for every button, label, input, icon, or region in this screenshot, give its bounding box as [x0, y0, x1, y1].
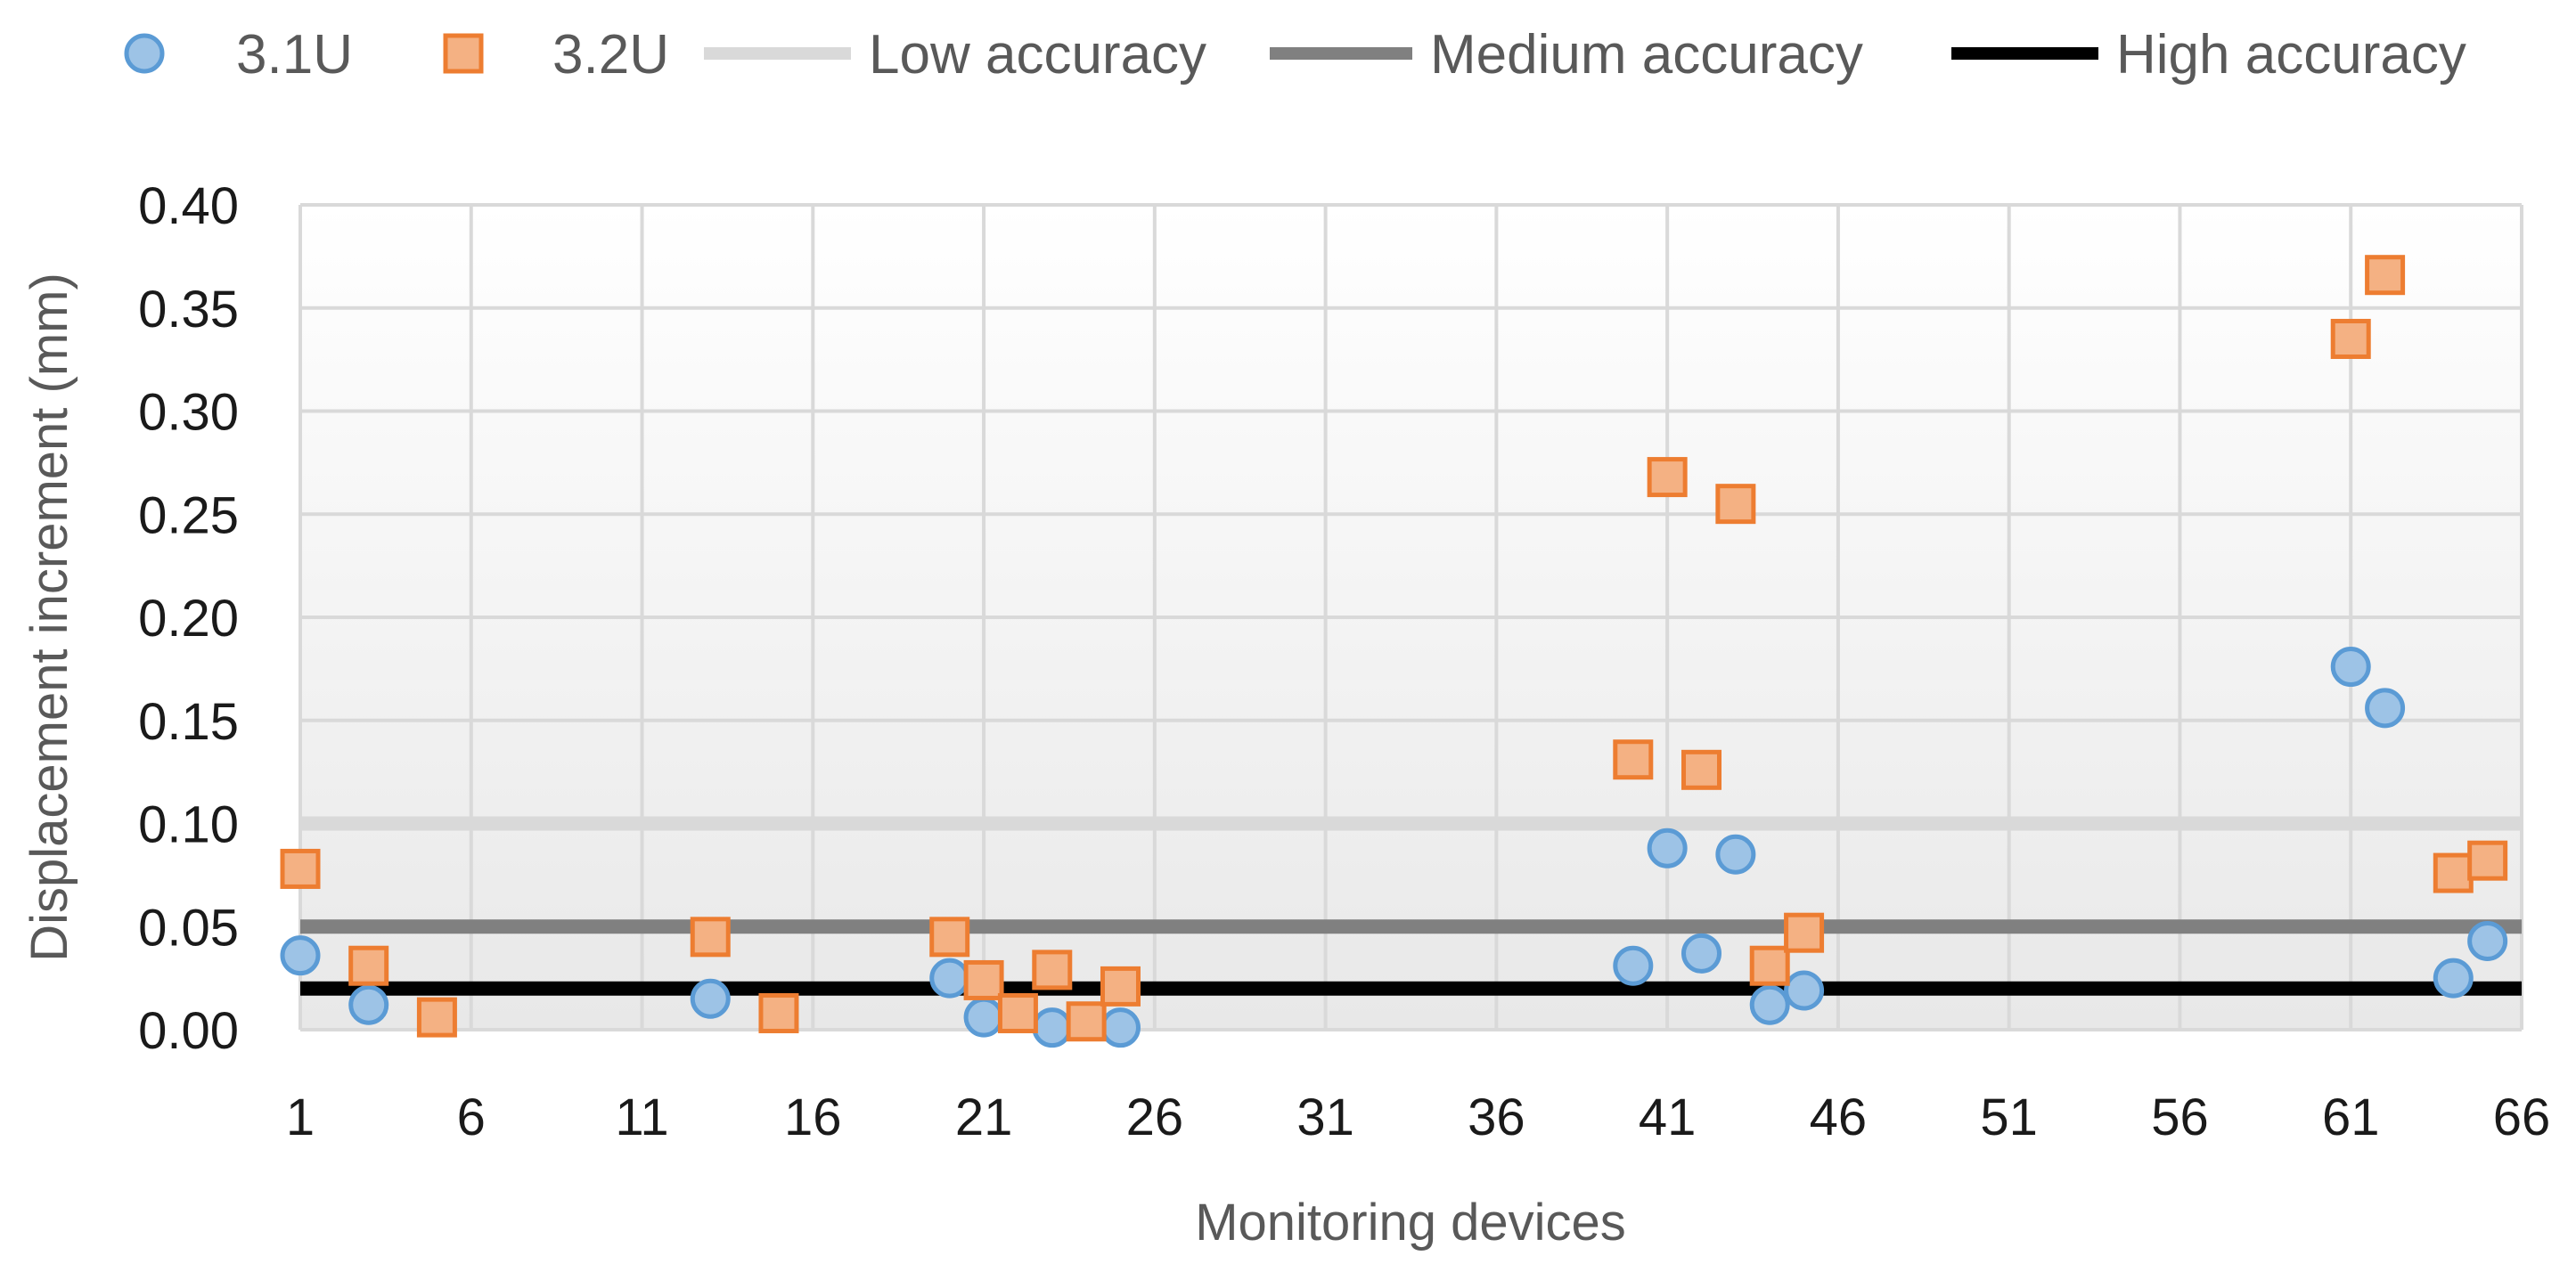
series-3-1u-point — [1749, 984, 1790, 1025]
series-3-2u-point — [1681, 749, 1722, 790]
y-tick-label: 0.40 — [138, 177, 239, 235]
series-3-2u-point — [1032, 950, 1073, 991]
x-tick-label: 51 — [1980, 1088, 2038, 1146]
series-3-2u-point — [416, 997, 457, 1038]
x-tick-label: 56 — [2151, 1088, 2209, 1146]
x-tick-label: 6 — [457, 1088, 486, 1146]
series-3-1u-point — [1681, 933, 1722, 974]
x-tick-label: 21 — [955, 1088, 1013, 1146]
y-tick-label: 0.15 — [138, 693, 239, 751]
legend-label-3-2u: 3.2U — [552, 24, 669, 86]
series-3-2u-point — [1784, 912, 1825, 953]
y-tick-label: 0.00 — [138, 1002, 239, 1060]
series-3-1u-point — [1032, 1007, 1073, 1048]
x-tick-label: 1 — [286, 1088, 315, 1146]
series-3-1u-point — [1613, 945, 1654, 986]
x-tick-label: 16 — [784, 1088, 842, 1146]
series-3-2u-point — [2433, 852, 2474, 893]
x-tick-label: 31 — [1296, 1088, 1354, 1146]
y-tick-label: 0.35 — [138, 281, 239, 338]
series-3-2u-point — [997, 992, 1038, 1033]
series-3-1u-point — [929, 958, 970, 999]
series-3-1u-point — [2330, 647, 2371, 688]
legend-label-reference: High accuracy — [2116, 24, 2466, 86]
series-3-2u-point — [1715, 484, 1756, 525]
series-3-1u-point — [1100, 1007, 1141, 1048]
series-3-2u-point — [2330, 318, 2371, 359]
series-3-1u-point — [690, 978, 731, 1019]
series-3-2u-point — [1100, 966, 1141, 1007]
series-3-1u-point — [2467, 920, 2508, 961]
series-3-2u-point — [1066, 1001, 1107, 1042]
series-3-1u-point — [280, 935, 321, 976]
series-3-1u-point — [2365, 688, 2406, 729]
series-3-2u-point — [348, 945, 389, 986]
series-3-2u-point — [280, 848, 321, 889]
x-tick-label: 66 — [2493, 1088, 2551, 1146]
y-tick-label: 0.25 — [138, 486, 239, 544]
legend-marker-3-1u — [124, 33, 165, 74]
series-3-2u-point — [1613, 739, 1654, 780]
series-3-2u-point — [2467, 840, 2508, 881]
series-3-1u-point — [1784, 970, 1825, 1011]
series-3-1u-point — [348, 984, 389, 1025]
series-3-2u-point — [690, 917, 731, 958]
series-3-2u-point — [1647, 457, 1688, 498]
y-tick-label: 0.30 — [138, 384, 239, 442]
x-tick-label: 36 — [1468, 1088, 1525, 1146]
x-tick-label: 26 — [1126, 1088, 1184, 1146]
series-3-2u-point — [963, 959, 1004, 1000]
series-3-2u-point — [929, 917, 970, 958]
x-tick-label: 41 — [1639, 1088, 1697, 1146]
series-3-2u-point — [1749, 945, 1790, 986]
series-3-2u-point — [758, 992, 799, 1033]
legend-label-reference: Low accuracy — [869, 24, 1206, 86]
legend-label-reference: Medium accuracy — [1430, 24, 1863, 86]
y-tick-label: 0.10 — [138, 796, 239, 854]
x-tick-label: 61 — [2322, 1088, 2380, 1146]
legend-label-3-1u: 3.1U — [236, 24, 353, 86]
legend-marker-3-2u — [443, 33, 484, 74]
y-axis-title: Displacement increment (mm) — [20, 273, 78, 962]
series-3-1u-point — [963, 997, 1004, 1038]
series-3-1u-point — [2433, 958, 2474, 999]
x-axis-title: Monitoring devices — [1195, 1194, 1626, 1251]
x-tick-label: 46 — [1810, 1088, 1868, 1146]
y-tick-label: 0.20 — [138, 590, 239, 648]
y-tick-label: 0.05 — [138, 899, 239, 957]
series-3-1u-point — [1647, 828, 1688, 868]
series-3-2u-point — [2365, 255, 2406, 296]
series-3-1u-point — [1715, 834, 1756, 875]
x-tick-label: 11 — [615, 1088, 668, 1146]
